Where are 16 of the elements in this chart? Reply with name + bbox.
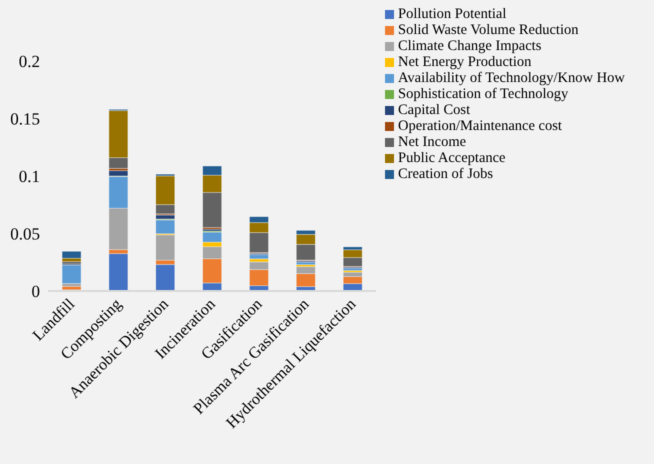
legend-label: Public Acceptance (398, 150, 506, 166)
legend-label: Capital Cost (398, 102, 470, 118)
legend-label: Creation of Jobs (398, 166, 494, 182)
legend-label: Sophistication of Technology (398, 86, 568, 102)
y-tick-label: 0.05 (10, 224, 40, 244)
y-tick-label: 0 (32, 282, 40, 302)
y-tick-label: 0.15 (10, 110, 40, 129)
legend-label: Net Income (398, 134, 466, 150)
legend-label: Solid Waste Volume Reduction (398, 22, 578, 38)
y-tick-label: 0.2 (18, 52, 40, 72)
legend-label: Pollution Potential (398, 6, 506, 22)
y-tick-label: 0.1 (18, 167, 40, 186)
legend-label: Climate Change Impacts (398, 38, 542, 54)
legend-label: Net Energy Production (398, 54, 532, 70)
legend-label: Operation/Maintenance cost (398, 118, 562, 134)
legend-label: Availability of Technology/Know How (398, 70, 625, 86)
